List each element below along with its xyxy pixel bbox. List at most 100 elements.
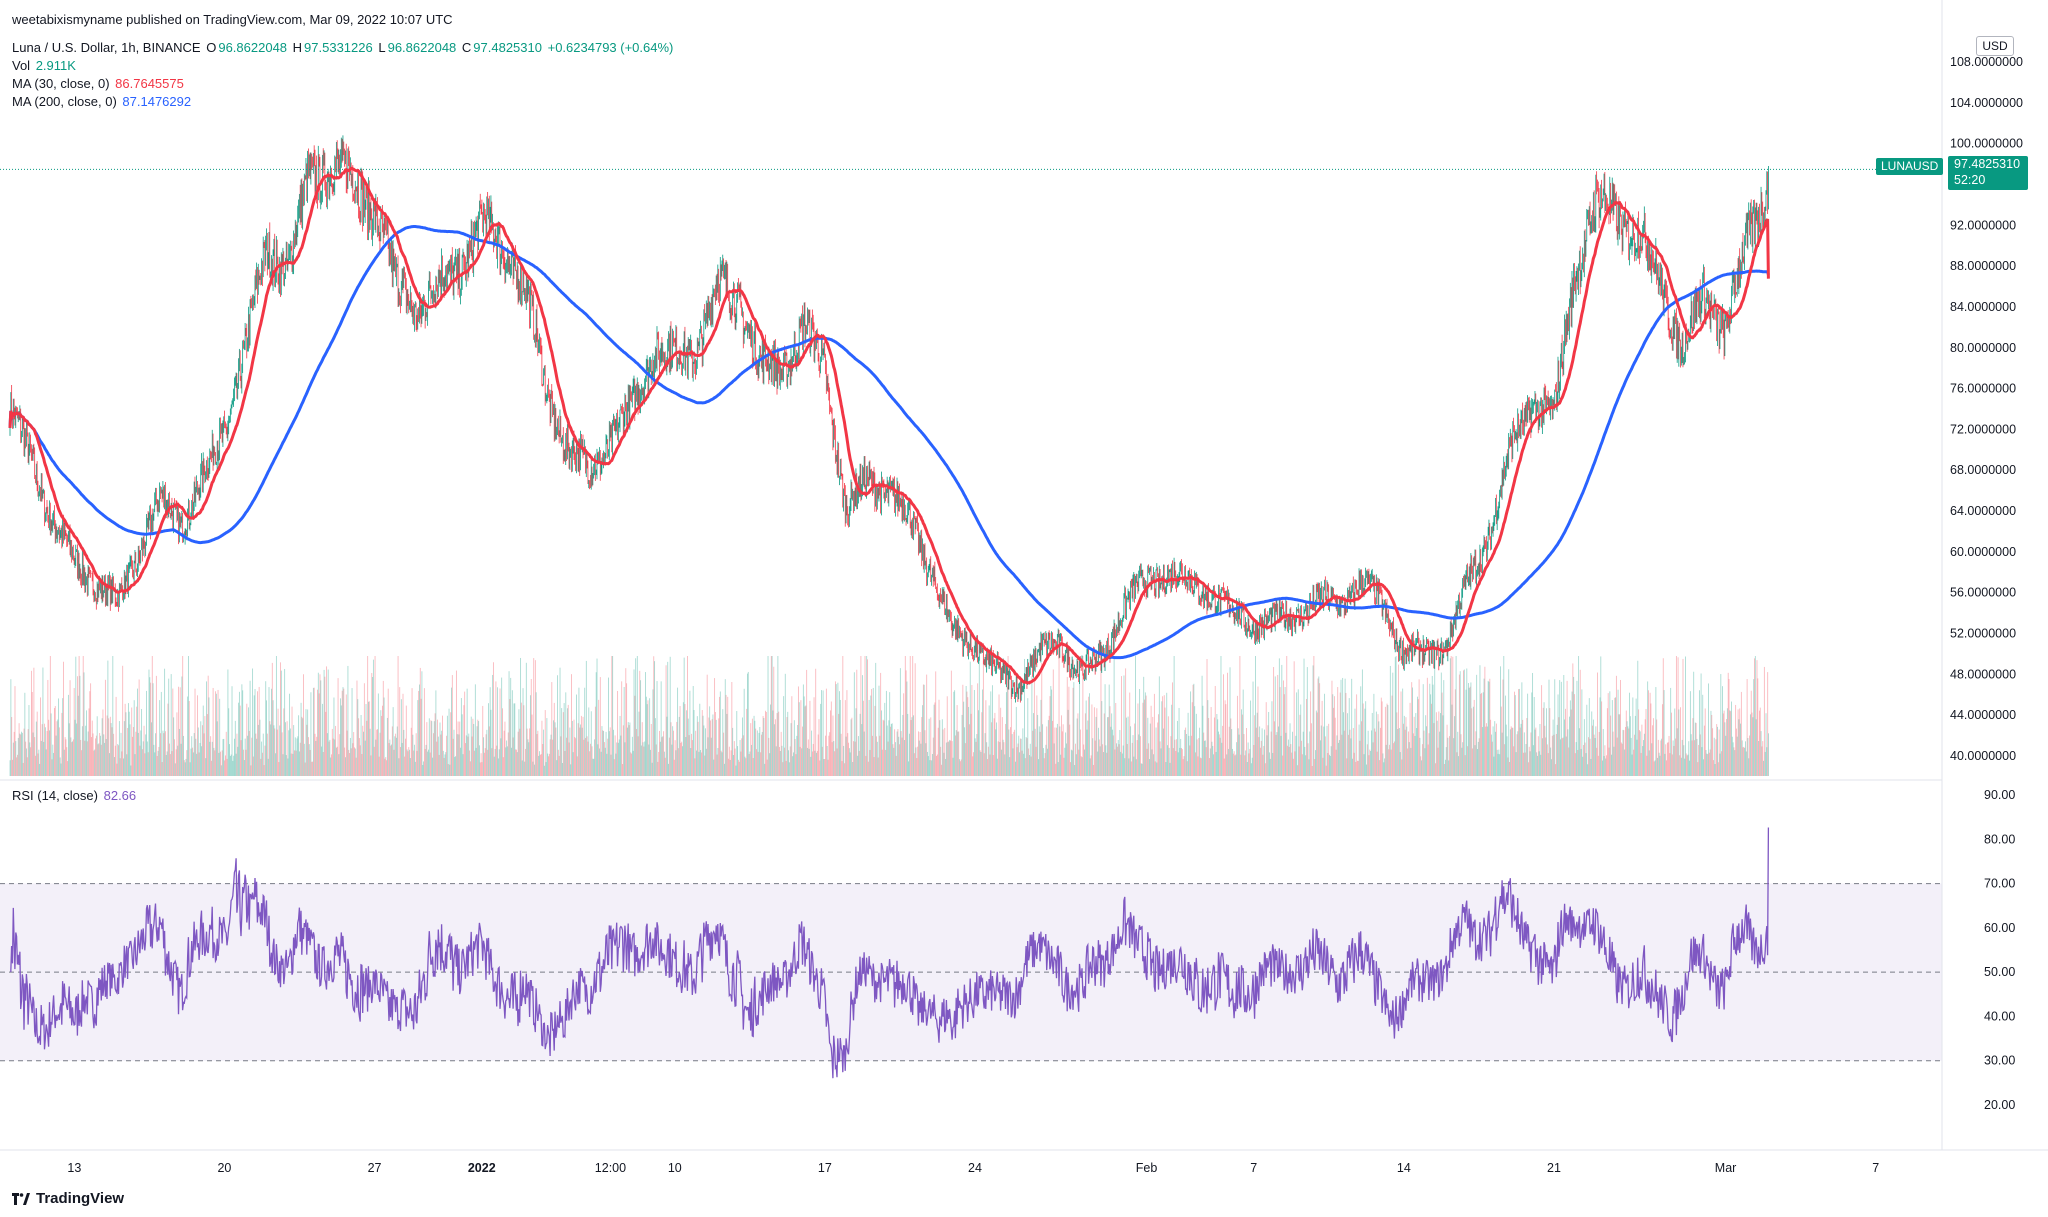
volume-bar bbox=[67, 694, 69, 776]
volume-bar bbox=[131, 707, 133, 776]
volume-bar bbox=[1756, 660, 1758, 776]
volume-bar bbox=[986, 742, 988, 776]
rsi-legend[interactable]: RSI (14, close) 82.66 bbox=[12, 788, 138, 803]
volume-bar bbox=[1299, 714, 1301, 776]
volume-bar bbox=[81, 726, 83, 776]
volume-bar bbox=[946, 696, 948, 776]
volume-bar bbox=[345, 757, 346, 776]
volume-bar bbox=[224, 755, 226, 776]
volume-bar bbox=[1435, 763, 1436, 776]
volume-bar bbox=[1185, 727, 1187, 776]
symbol-legend[interactable]: Luna / U.S. Dollar, 1h, BINANCE O 96.8622… bbox=[12, 40, 675, 55]
volume-bar bbox=[672, 726, 674, 776]
volume-bar bbox=[1162, 728, 1164, 776]
volume-bar bbox=[811, 751, 813, 776]
volume-legend[interactable]: Vol 2.911K bbox=[12, 58, 78, 73]
volume-bar bbox=[779, 746, 780, 776]
volume-bar bbox=[1482, 692, 1484, 776]
volume-bar bbox=[1540, 754, 1542, 776]
volume-bar bbox=[211, 760, 212, 776]
volume-bar bbox=[148, 669, 150, 776]
volume-bar bbox=[1190, 735, 1192, 776]
volume-bar bbox=[550, 734, 552, 776]
volume-bar bbox=[1403, 723, 1404, 776]
rsi-tick-label: 30.00 bbox=[1984, 1054, 2015, 1068]
volume-bar bbox=[1209, 758, 1210, 776]
volume-bar bbox=[1385, 744, 1387, 776]
volume-bar bbox=[1458, 674, 1460, 776]
volume-bar bbox=[574, 737, 576, 776]
volume-bar bbox=[811, 730, 813, 776]
volume-bar bbox=[1209, 748, 1211, 776]
volume-bar bbox=[293, 725, 295, 776]
volume-bar bbox=[877, 757, 879, 776]
volume-bar bbox=[1018, 735, 1020, 776]
volume-bar bbox=[1486, 723, 1487, 776]
volume-bar bbox=[1762, 741, 1764, 776]
volume-bar bbox=[961, 714, 963, 776]
volume-bar bbox=[298, 715, 300, 776]
volume-bar bbox=[876, 741, 878, 776]
price-tick-label: 104.0000000 bbox=[1950, 96, 2023, 110]
volume-bar bbox=[366, 720, 368, 776]
volume-bar bbox=[1106, 752, 1108, 776]
volume-bar bbox=[871, 689, 873, 776]
volume-bar bbox=[787, 711, 789, 776]
volume-bar bbox=[151, 656, 153, 776]
volume-bar bbox=[1582, 756, 1584, 776]
volume-bar bbox=[1633, 749, 1635, 776]
volume-bar bbox=[580, 715, 582, 776]
volume-bar bbox=[156, 755, 158, 776]
volume-bar bbox=[313, 687, 315, 776]
volume-bar bbox=[1477, 741, 1479, 776]
volume-bar bbox=[1689, 691, 1691, 776]
volume-bar bbox=[703, 725, 705, 776]
volume-bar bbox=[348, 749, 350, 776]
currency-button[interactable]: USD bbox=[1976, 36, 2014, 56]
volume-bar bbox=[664, 757, 666, 776]
volume-bar bbox=[291, 706, 293, 776]
volume-bar bbox=[1163, 695, 1165, 776]
volume-bar bbox=[35, 755, 36, 776]
volume-bar bbox=[369, 728, 371, 776]
volume-bar bbox=[581, 727, 583, 776]
volume-bar bbox=[696, 750, 697, 776]
volume-bar bbox=[266, 700, 267, 776]
volume-bar bbox=[845, 736, 847, 776]
volume-bar bbox=[1111, 713, 1113, 776]
volume-bar bbox=[110, 723, 112, 776]
volume-bar bbox=[80, 739, 82, 776]
volume-bar bbox=[1573, 676, 1575, 776]
volume-bar bbox=[1303, 658, 1305, 776]
volume-bar bbox=[1040, 699, 1042, 776]
volume-bar bbox=[53, 752, 55, 776]
volume-bar bbox=[617, 742, 619, 776]
volume-bar bbox=[1356, 694, 1358, 776]
volume-bar bbox=[1625, 726, 1626, 776]
volume-bar bbox=[815, 668, 817, 776]
volume-bar bbox=[77, 676, 78, 776]
volume-bar bbox=[1085, 700, 1087, 776]
volume-bar bbox=[947, 742, 949, 776]
volume-bar bbox=[743, 688, 745, 776]
volume-bar bbox=[844, 763, 845, 776]
volume-bar bbox=[568, 742, 570, 776]
volume-bar bbox=[1706, 753, 1708, 776]
volume-bar bbox=[327, 669, 329, 776]
ma200-legend[interactable]: MA (200, close, 0) 87.1476292 bbox=[12, 94, 193, 109]
volume-bar bbox=[104, 679, 106, 776]
volume-bar bbox=[329, 739, 331, 776]
volume-bar bbox=[1061, 715, 1062, 776]
volume-bar bbox=[1327, 753, 1329, 776]
volume-bar bbox=[1731, 701, 1732, 776]
ma30-legend[interactable]: MA (30, close, 0) 86.7645575 bbox=[12, 76, 186, 91]
volume-bar bbox=[1166, 692, 1168, 776]
volume-bar bbox=[650, 723, 652, 776]
volume-bar bbox=[1065, 743, 1067, 776]
volume-bar bbox=[666, 716, 668, 776]
volume-bar bbox=[526, 728, 528, 776]
volume-bar bbox=[578, 687, 580, 776]
tradingview-logo[interactable]: TradingView bbox=[12, 1190, 124, 1207]
price-tick-label: 60.0000000 bbox=[1950, 545, 2016, 559]
